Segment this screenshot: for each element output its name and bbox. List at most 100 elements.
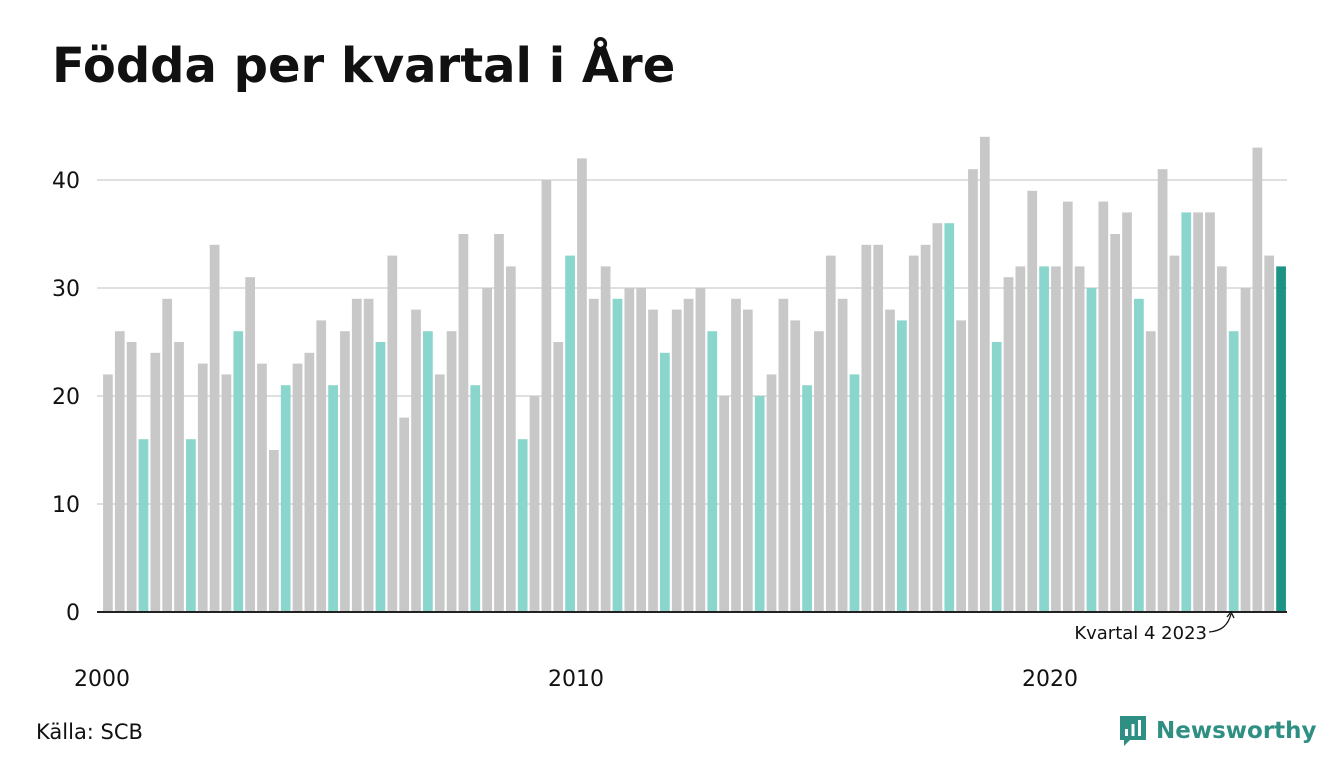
bar	[837, 298, 848, 612]
bar	[1181, 212, 1192, 612]
bar	[565, 255, 575, 612]
bar	[150, 352, 161, 612]
bar	[612, 298, 623, 612]
source-label: Källa: SCB	[36, 720, 143, 744]
bar	[920, 244, 931, 613]
bar	[114, 331, 125, 612]
bar	[541, 180, 552, 612]
bar	[268, 450, 279, 612]
bar	[648, 309, 658, 612]
y-tick-label: 10	[52, 493, 80, 518]
bar	[873, 244, 884, 613]
bar	[328, 385, 338, 612]
bar	[742, 309, 753, 612]
bar	[600, 266, 611, 612]
bar	[1240, 288, 1251, 612]
bar	[411, 309, 421, 612]
bar	[304, 352, 315, 612]
bar	[517, 439, 528, 612]
brand-name: Newsworthy	[1156, 718, 1317, 744]
bar	[553, 342, 564, 612]
bar	[494, 234, 504, 612]
bar	[1228, 331, 1239, 612]
annotation-arrow	[1208, 613, 1232, 633]
x-tick-label: 2000	[74, 667, 130, 692]
bar	[588, 298, 599, 612]
bar	[186, 439, 196, 612]
bar	[375, 342, 386, 612]
y-tick-label: 0	[66, 601, 80, 626]
bar	[671, 309, 682, 612]
bar	[849, 374, 860, 612]
bar	[1122, 212, 1132, 612]
bar	[221, 374, 232, 612]
bar	[897, 320, 907, 612]
bar	[754, 396, 765, 612]
bar	[458, 234, 469, 612]
bar	[1169, 255, 1180, 612]
bar	[1216, 266, 1227, 612]
bar	[577, 158, 587, 612]
bar	[814, 331, 824, 612]
bar	[944, 223, 955, 612]
bar	[482, 288, 492, 612]
bar	[660, 352, 670, 612]
axes: 0 10 20 30 40 2000 2010 2020	[52, 169, 1287, 692]
bar	[861, 244, 872, 613]
bar	[399, 417, 410, 612]
bar	[505, 266, 516, 612]
bar	[991, 342, 1002, 612]
bar	[470, 385, 481, 612]
bar	[340, 331, 350, 612]
annotation: Kvartal 4 2023	[1074, 610, 1235, 644]
y-tick-label: 20	[52, 385, 80, 410]
bar	[695, 288, 706, 612]
bar	[446, 331, 457, 612]
annotation-arrowhead	[1226, 610, 1235, 619]
bar	[1264, 255, 1275, 612]
newsworthy-logo-icon	[1120, 716, 1146, 746]
bar	[790, 320, 801, 612]
bar	[209, 244, 220, 613]
bar	[636, 288, 647, 612]
bar	[1252, 147, 1263, 612]
bar	[245, 277, 255, 612]
bar	[233, 331, 244, 612]
bar	[1015, 266, 1026, 612]
bar	[162, 298, 173, 612]
bar	[103, 374, 113, 612]
bar	[1276, 266, 1286, 612]
bar	[766, 374, 777, 612]
bar	[1134, 298, 1144, 612]
bar	[138, 439, 149, 612]
bar	[1074, 266, 1085, 612]
x-tick-label: 2020	[1022, 667, 1078, 692]
bar	[280, 385, 291, 612]
bar	[1205, 212, 1215, 612]
bar	[719, 396, 729, 612]
bar	[1051, 266, 1061, 612]
brand-logo: Newsworthy	[1118, 714, 1317, 748]
bar	[1110, 234, 1121, 612]
bar	[1193, 212, 1203, 612]
bar	[802, 385, 812, 612]
x-tick-label: 2010	[548, 667, 604, 692]
bar	[885, 309, 895, 612]
bar	[126, 342, 137, 612]
bar	[1027, 190, 1038, 613]
bar	[387, 255, 398, 612]
bar	[1145, 331, 1156, 612]
bar	[956, 320, 966, 612]
bar	[624, 288, 635, 612]
bar	[968, 169, 978, 612]
bar	[731, 298, 741, 612]
bar	[1086, 288, 1097, 612]
bar	[434, 374, 445, 612]
bar	[979, 136, 990, 613]
chart-title: Födda per kvartal i Åre	[52, 38, 676, 94]
bar	[292, 363, 303, 612]
bar	[1157, 169, 1168, 612]
bar	[316, 320, 327, 612]
bar	[363, 298, 374, 612]
